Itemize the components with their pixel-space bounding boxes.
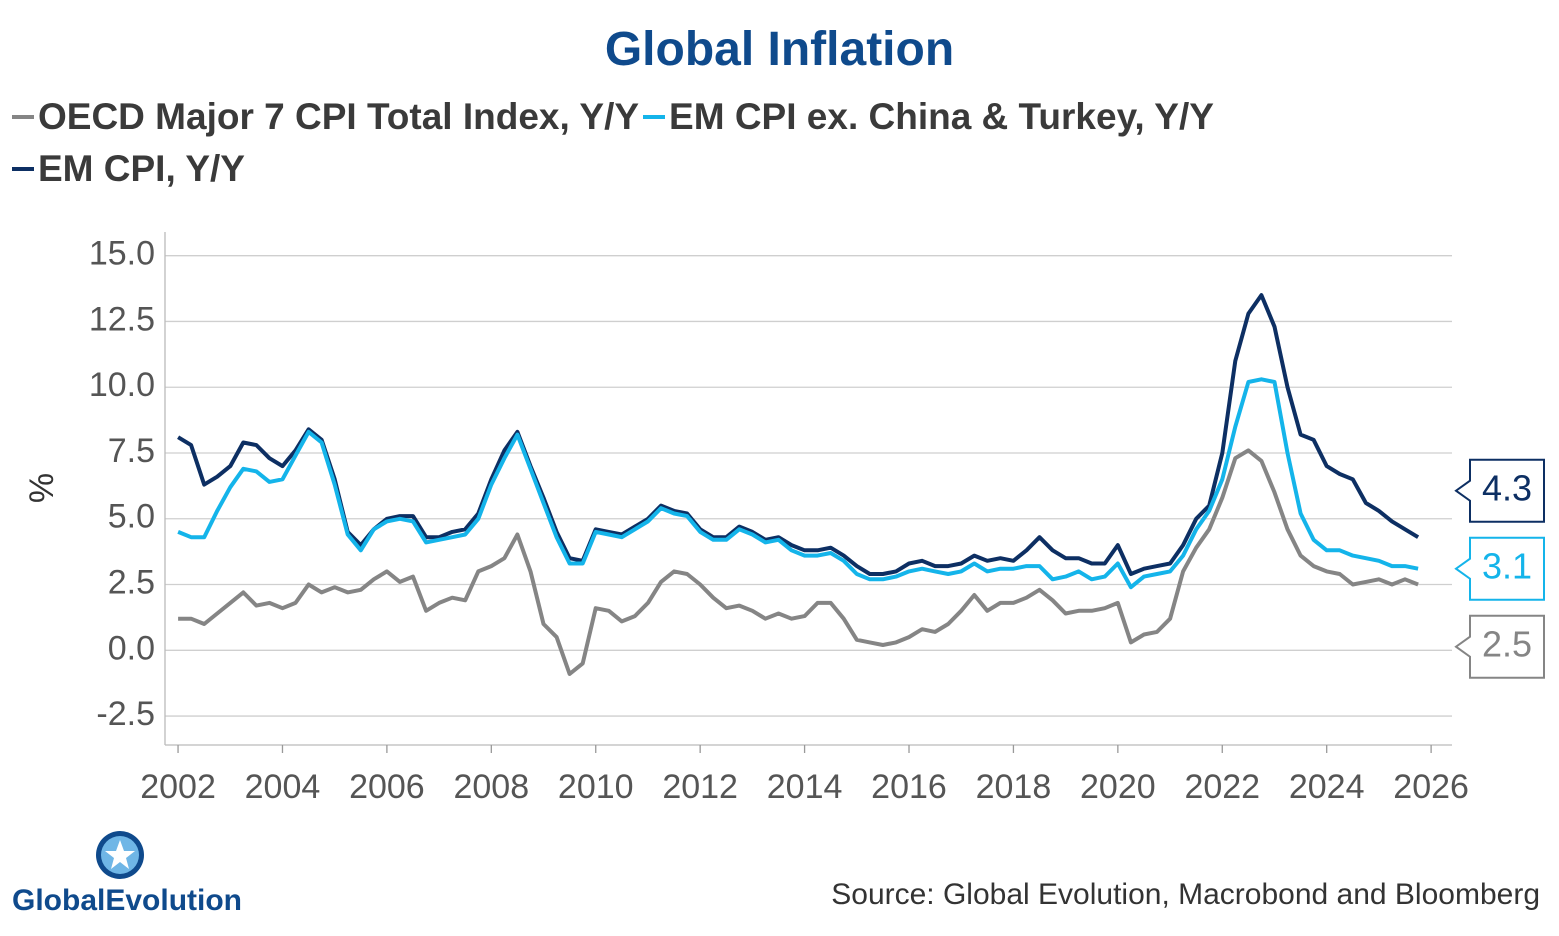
x-tick-label: 2008 bbox=[453, 768, 529, 806]
x-tick-label: 2002 bbox=[140, 768, 216, 806]
legend-label: EM CPI ex. China & Turkey, Y/Y bbox=[669, 96, 1214, 137]
legend-label: OECD Major 7 CPI Total Index, Y/Y bbox=[38, 96, 640, 137]
series-line bbox=[178, 448, 1419, 676]
source: Source: Global Evolution, Macrobond and … bbox=[831, 878, 1540, 911]
legend-swatch bbox=[643, 115, 666, 119]
chart-title: Global Inflation bbox=[604, 23, 955, 76]
logo: GlobalEvolution bbox=[12, 831, 242, 917]
end-label: 3.1 bbox=[1482, 545, 1532, 586]
y-tick-label: 0.0 bbox=[108, 629, 155, 667]
y-tick-label: 2.5 bbox=[108, 564, 155, 602]
y-axis-label: % bbox=[23, 473, 61, 503]
legend-item: EM CPI ex. China & Turkey, Y/Y bbox=[643, 96, 1214, 138]
x-tick-label: 2022 bbox=[1184, 768, 1260, 806]
x-tick-label: 2020 bbox=[1080, 768, 1156, 806]
callout-box bbox=[1454, 536, 1545, 601]
x-tick-label: 2010 bbox=[558, 768, 634, 806]
x-tick-label: 2004 bbox=[245, 768, 321, 806]
logo-star bbox=[105, 840, 135, 869]
y-tick-label: 5.0 bbox=[108, 498, 155, 536]
y-tick-label: -2.5 bbox=[96, 695, 155, 733]
x-tick-label: 2006 bbox=[349, 768, 425, 806]
x-tick-label: 2014 bbox=[767, 768, 843, 806]
y-tick-label: 12.5 bbox=[89, 300, 155, 338]
x-tick-label: 2018 bbox=[976, 768, 1052, 806]
legend-label: EM CPI, Y/Y bbox=[38, 148, 245, 189]
callout-box bbox=[1454, 614, 1545, 679]
callout-box bbox=[1454, 458, 1545, 523]
x-tick-label: 2012 bbox=[662, 768, 738, 806]
logo-text: GlobalEvolution bbox=[12, 884, 242, 917]
y-tick-label: 10.0 bbox=[89, 366, 155, 404]
y-tick-label: 7.5 bbox=[108, 432, 155, 470]
legend-swatch bbox=[12, 115, 34, 119]
end-label: 4.3 bbox=[1482, 467, 1532, 508]
legend-swatch bbox=[12, 167, 34, 171]
series-line bbox=[177, 377, 1419, 590]
legend: OECD Major 7 CPI Total Index, Y/Y EM CPI … bbox=[12, 96, 1352, 190]
legend-item: EM CPI, Y/Y bbox=[12, 148, 245, 190]
legend-item: OECD Major 7 CPI Total Index, Y/Y bbox=[12, 96, 639, 138]
y-tick-label: 15.0 bbox=[89, 235, 155, 273]
end-label: 2.5 bbox=[1482, 623, 1532, 664]
x-tick-label: 2016 bbox=[871, 768, 947, 806]
x-tick-label: 2026 bbox=[1393, 768, 1469, 806]
x-tick-label: 2024 bbox=[1289, 768, 1365, 806]
